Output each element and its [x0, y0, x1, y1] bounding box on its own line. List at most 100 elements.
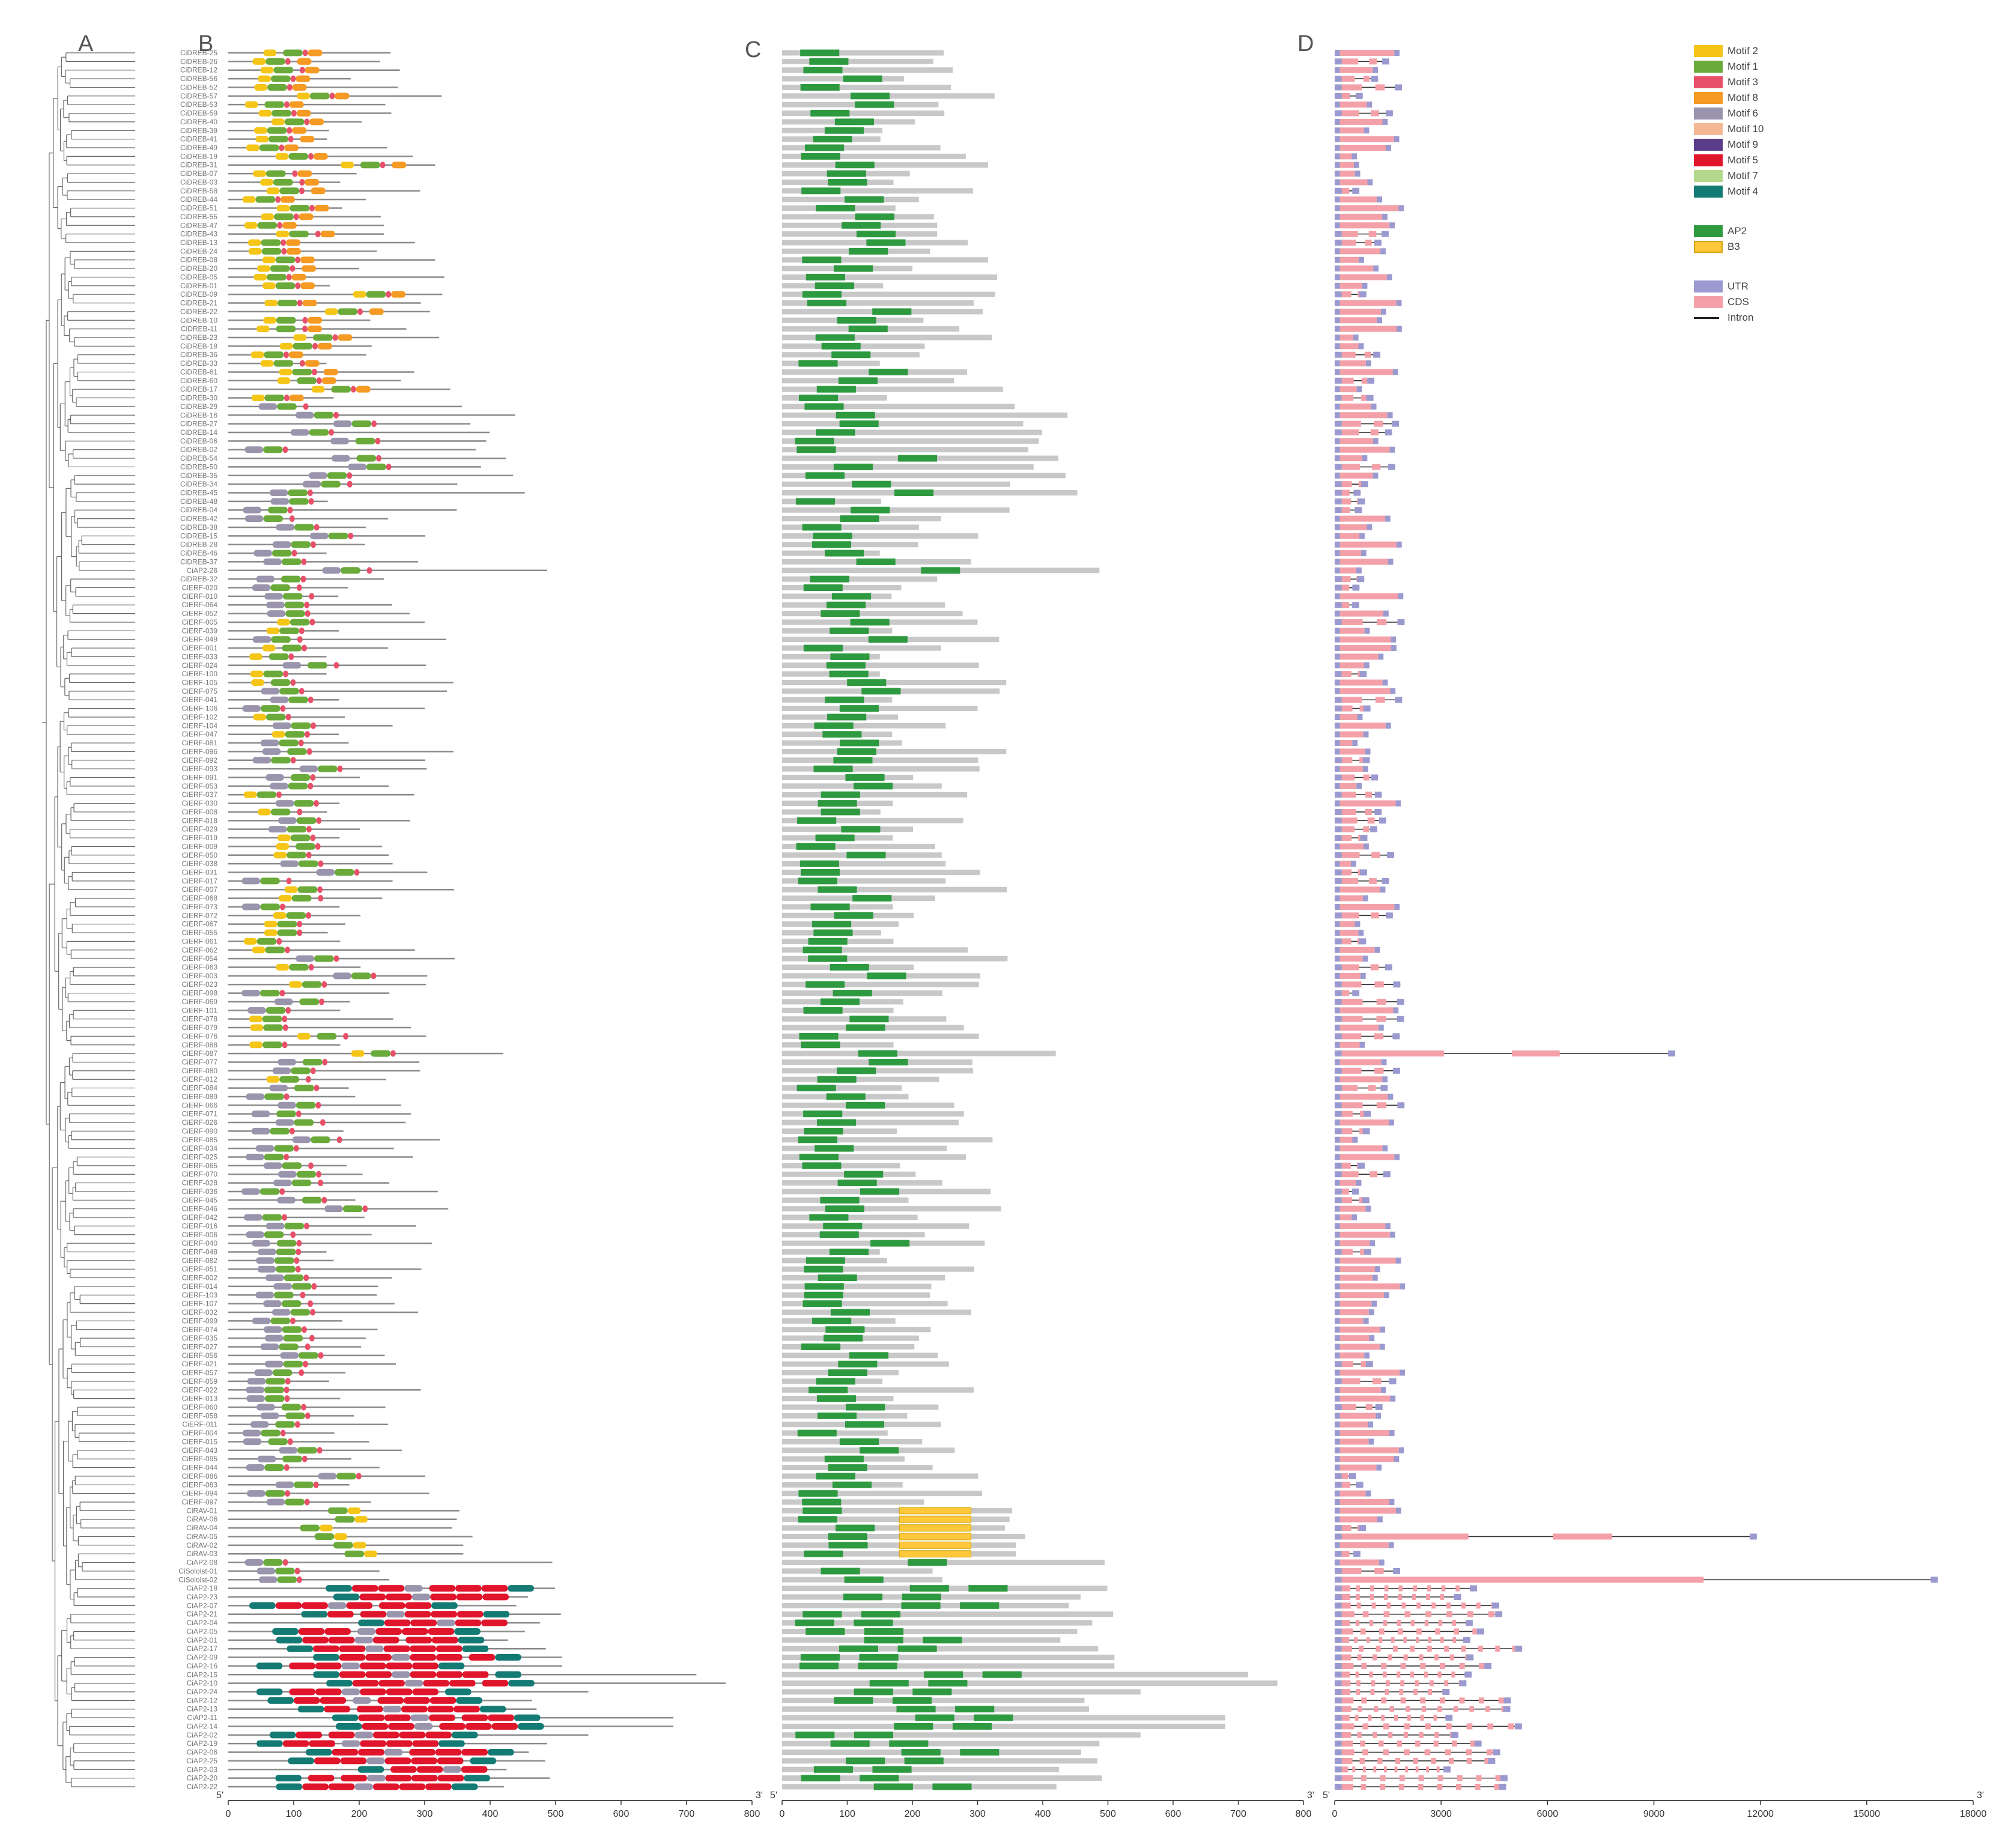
cds-block	[1512, 1050, 1560, 1057]
utr-block	[1374, 947, 1380, 953]
domain-track	[782, 981, 979, 988]
motif-2	[279, 1076, 300, 1083]
cds-block	[1341, 697, 1362, 703]
protein-bar	[782, 1344, 915, 1350]
motif-8	[453, 1706, 480, 1713]
ap2-domain	[897, 455, 938, 462]
utr-block	[1335, 541, 1340, 548]
utr-block	[1335, 1326, 1340, 1333]
ap2-domain	[807, 300, 847, 307]
motif-3	[305, 731, 310, 738]
gene-label: CiERF-098	[182, 989, 218, 998]
motif-4	[299, 213, 314, 220]
gene-structure-track	[1335, 869, 1367, 876]
utr-block	[1386, 912, 1393, 919]
cds-block	[1415, 1680, 1419, 1686]
motif-5	[404, 1680, 423, 1687]
domain-track	[782, 1671, 1248, 1678]
ap2-domain	[802, 524, 842, 531]
motif-8	[425, 1731, 452, 1739]
motif-4	[313, 153, 328, 160]
domain-track	[782, 1783, 1057, 1790]
utr-block	[1335, 1093, 1340, 1100]
utr-block	[1363, 1110, 1371, 1117]
gene-structure-track	[1335, 1430, 1395, 1437]
motif-5	[264, 1360, 284, 1368]
motif-1	[262, 282, 276, 289]
motif-3	[301, 558, 307, 565]
motif-track	[228, 420, 471, 428]
motif-track	[228, 1602, 517, 1609]
gene-structure-track	[1335, 438, 1379, 444]
motif-5	[246, 1153, 264, 1160]
motif-3	[315, 843, 321, 850]
ap2-domain	[846, 1024, 885, 1031]
motif-8	[409, 1749, 435, 1756]
utr-block	[1356, 1482, 1363, 1488]
utr-block	[1335, 1016, 1342, 1022]
motif-1	[260, 360, 274, 367]
gene-label: CiERF-045	[182, 1196, 218, 1204]
ap2-domain	[838, 377, 878, 384]
motif-5	[264, 1326, 282, 1333]
cds-block	[1446, 1611, 1452, 1617]
motif-2	[271, 636, 291, 643]
motif-track	[228, 774, 360, 781]
ap2-domain	[872, 1766, 912, 1773]
motif-2	[264, 1231, 284, 1238]
ap2-domain	[867, 972, 906, 980]
cds-block	[1367, 817, 1375, 824]
legend-motif-7-label: Motif 9	[1727, 139, 1759, 150]
gene-label: CiDREB-08	[180, 256, 217, 264]
utr-block	[1358, 930, 1364, 936]
motif-track	[228, 1171, 363, 1178]
gene-structure-track	[1335, 1266, 1380, 1273]
motif-8	[296, 1731, 323, 1739]
domain-track	[782, 162, 988, 169]
motif-5	[437, 1619, 455, 1626]
legend-motif-6-swatch	[1694, 123, 1723, 135]
gene-structure-track	[1335, 1257, 1401, 1264]
gene-structure-track	[1335, 1059, 1387, 1065]
gene-structure-track	[1335, 731, 1369, 738]
domain-track	[782, 1447, 955, 1454]
gene-structure-track	[1335, 636, 1397, 643]
motif-8	[275, 1602, 302, 1609]
motif-track	[228, 1550, 464, 1557]
utr-block	[1392, 420, 1400, 427]
cds-block	[1377, 1757, 1383, 1764]
ap2-domain	[892, 1697, 932, 1704]
cds-block	[1341, 1715, 1350, 1721]
utr-block	[1388, 1093, 1394, 1100]
cds-block	[1376, 619, 1387, 625]
gene-structure-track	[1335, 808, 1382, 815]
cds-block	[1355, 1671, 1360, 1678]
motif-3	[303, 1274, 309, 1282]
domain-track	[782, 386, 1003, 393]
motif-5	[273, 1283, 292, 1290]
gene-label: CiERF-063	[182, 963, 218, 971]
motif-8	[461, 1714, 488, 1721]
motif-5	[327, 1602, 347, 1609]
motif-5	[246, 1386, 265, 1393]
domain-track	[782, 731, 893, 738]
utr-block	[1335, 222, 1340, 229]
motif-8	[339, 1654, 366, 1661]
ap2-domain	[830, 653, 870, 660]
gene-structure-track	[1335, 1542, 1394, 1548]
motif-3	[297, 808, 303, 816]
domain-track	[782, 395, 887, 402]
gene-structure-track	[1335, 498, 1365, 504]
legend-motif-8-label: Motif 5	[1727, 154, 1759, 166]
utr-block	[1383, 1171, 1391, 1178]
utr-block	[1335, 757, 1342, 763]
motif-5	[241, 990, 260, 997]
utr-block	[1668, 1050, 1675, 1057]
cds-block	[1415, 1766, 1419, 1773]
motif-track	[228, 1360, 396, 1368]
motif-3	[302, 1326, 307, 1333]
ap2-domain	[816, 1473, 855, 1480]
motif-3	[303, 403, 309, 410]
motif-8	[410, 1671, 437, 1678]
utr-block	[1335, 645, 1340, 652]
